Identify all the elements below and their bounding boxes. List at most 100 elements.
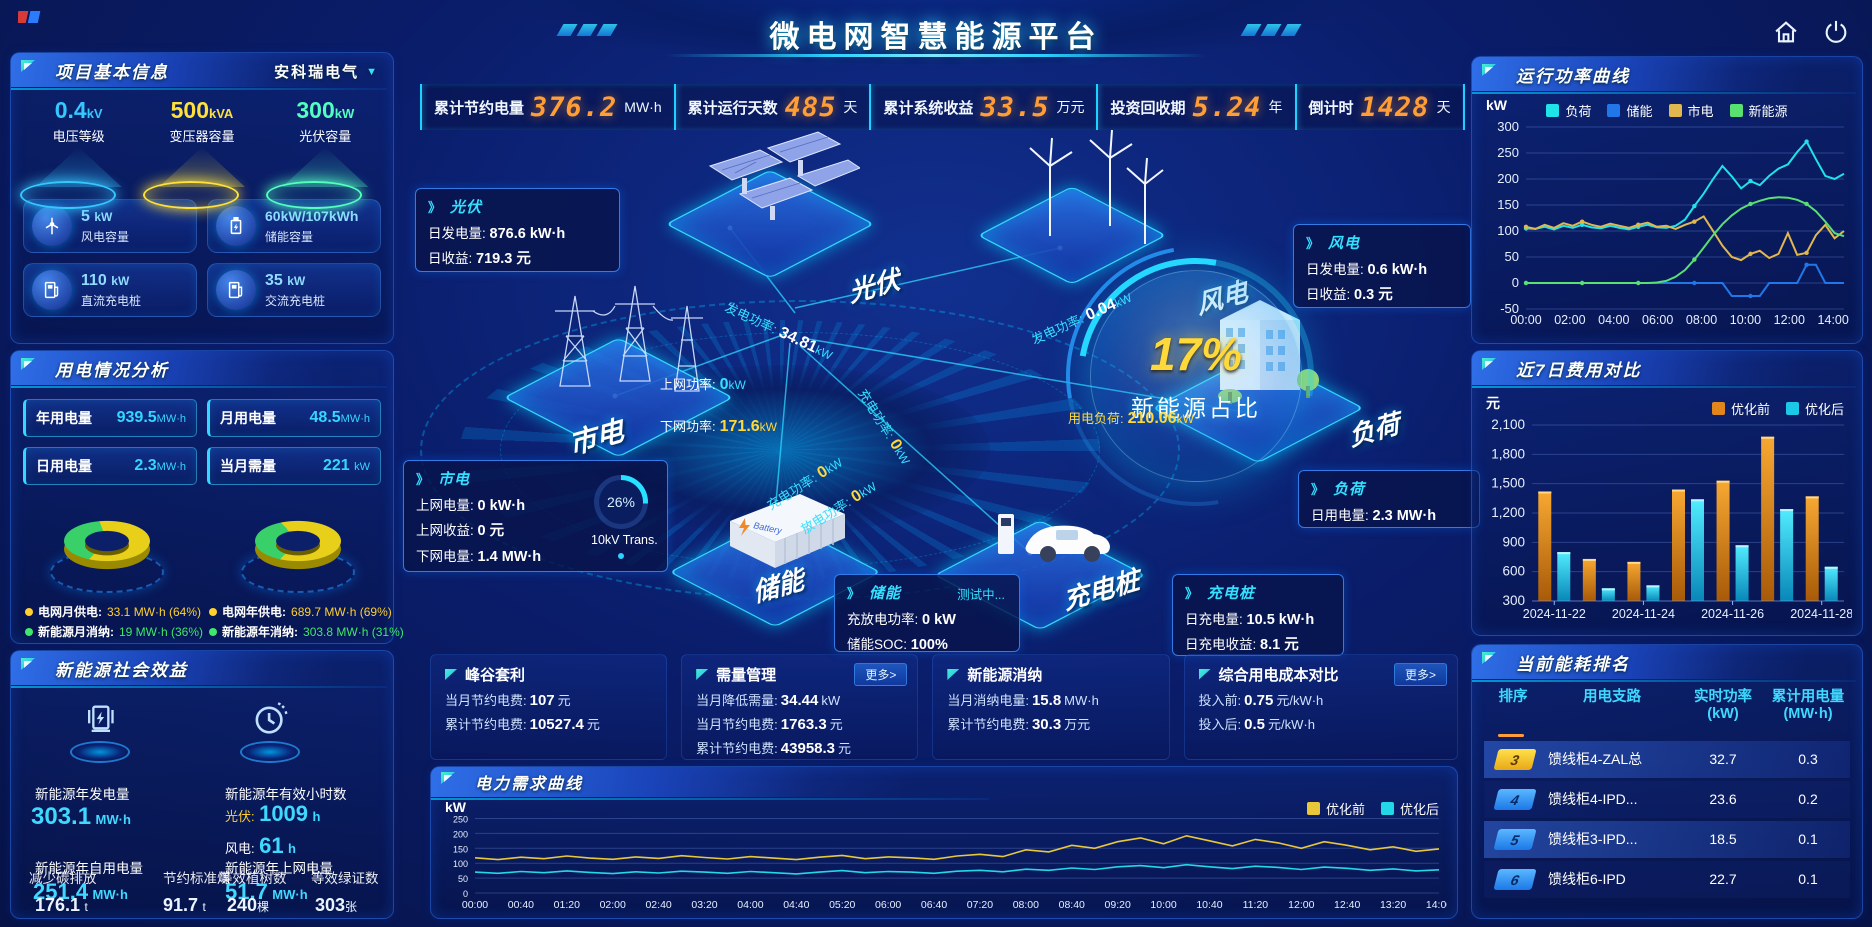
- infobox-grid: 》市电 上网电量: 0 kW·h 上网收益: 0 元 下网电量: 1.4 MW·…: [403, 460, 668, 572]
- svg-text:200: 200: [1497, 171, 1519, 186]
- panel-renewable-consumption: 新能源消纳 当月消纳电量: 15.8 MW·h 累计节约电费: 30.3 万元: [932, 654, 1170, 760]
- home-icon[interactable]: [1772, 18, 1800, 46]
- panel-flag-icon: [21, 658, 39, 676]
- gen-label: 新能源年发电量: [35, 787, 130, 802]
- svg-text:03:20: 03:20: [691, 899, 717, 911]
- realtime-power: 18.5: [1709, 831, 1737, 848]
- demand-curve-chart: 0 50 100 150 200 250 00:00 00:40 01:20 02:00 02:40…: [441, 799, 1452, 913]
- usage-stat-boxes: 年用电量 939.5MW·h 月用电量 48.5MW·h 日用电量 2.3MW·…: [23, 399, 381, 485]
- svg-text:-50: -50: [1500, 301, 1519, 316]
- table-row[interactable]: 5 馈线柜3-IPD... 18.5 0.1: [1484, 820, 1850, 858]
- svg-text:0: 0: [1512, 275, 1519, 290]
- battery-storage-illustration: Battery: [705, 476, 865, 586]
- infobox-storage: 》储能 测试中... 充放电功率: 0 kW 储能SOC: 100%: [834, 574, 1020, 653]
- panel-cost7: 近7日费用对比 300 600 900 1,200 1,500 1,800 2,100 202…: [1471, 350, 1863, 636]
- chart-legend: 负荷 储能 市电 新能源: [1482, 101, 1852, 120]
- card-storage-capacity: 60kW/107kWh 储能容量: [207, 199, 381, 253]
- table-row[interactable]: 4 馈线柜4-IPD... 23.6 0.2: [1484, 780, 1850, 818]
- legend-item: 储能: [1607, 101, 1653, 120]
- infobox-wind: 》风电 日发电量: 0.6 kW·h 日收益: 0.3 元: [1293, 224, 1471, 308]
- battery-icon: [216, 206, 256, 246]
- ac-charger-icon: [216, 270, 256, 310]
- dc-charger-icon: [32, 270, 72, 310]
- power-icon[interactable]: [1822, 18, 1850, 46]
- light-ring: [266, 181, 363, 209]
- ranking-table-body: 3 馈线柜4-ZAL总 32.7 0.3 4 馈线柜4-IPD... 23.6 0.2 5 馈线柜…: [1484, 740, 1850, 898]
- grid-towers-illustration: [515, 266, 725, 406]
- branch-name: 馈线柜3-IPD...: [1548, 831, 1638, 848]
- svg-text:1,200: 1,200: [1491, 505, 1525, 520]
- co2-label: 减少碳排放: [29, 871, 97, 886]
- run_power-plot: -50 0 50 100 150 200 250 300 00:00 02:00 04:00 06:0…: [1497, 119, 1849, 327]
- corner-flag-icon: [947, 669, 960, 680]
- kpi-energy-saved: 累计节约电量 376.2 MW·h: [420, 84, 674, 130]
- spotlight-voltage: 0.4kV 电压等级: [19, 97, 138, 209]
- svg-text:250: 250: [1497, 145, 1519, 160]
- legend-item: 优化后: [1785, 399, 1844, 418]
- scroll-indicator: [1498, 733, 1524, 737]
- svg-text:04:00: 04:00: [737, 899, 763, 911]
- svg-text:08:40: 08:40: [1059, 899, 1085, 911]
- kpi-topbar: 累计节约电量 376.2 MW·h 累计运行天数 485 天 累计系统收益 33…: [420, 84, 1465, 130]
- svg-text:12:00: 12:00: [1288, 899, 1314, 911]
- center-orb: 17% 新能源占比: [1014, 194, 1378, 558]
- total-energy: 0.1: [1798, 831, 1818, 848]
- svg-text:2024-11-24: 2024-11-24: [1612, 607, 1675, 621]
- demand-more-button[interactable]: 更多>: [854, 663, 908, 686]
- cost7-chart: 300 600 900 1,200 1,500 1,800 2,100 2024-11-22 2…: [1482, 395, 1853, 629]
- svg-text:12:40: 12:40: [1334, 899, 1360, 911]
- panel-run-power: 运行功率曲线 -50 0 50 100 150 200 250 300 00:00 02:00 04…: [1471, 56, 1863, 344]
- wind-turbine-icon: [32, 206, 72, 246]
- svg-text:600: 600: [1502, 564, 1525, 579]
- infobox-pv: 》光伏 日发电量: 876.6 kW·h 日收益: 719.3 元: [415, 188, 620, 272]
- flow-load-power: 用电负荷: 210.06kW: [1068, 410, 1194, 427]
- realtime-power: 22.7: [1709, 871, 1737, 888]
- svg-text:00:00: 00:00: [462, 899, 488, 911]
- title-underline: [666, 54, 1206, 57]
- flow-down-power: 下网功率: 171.6kW: [660, 418, 777, 435]
- branch-name: 馈线柜4-ZAL总: [1548, 751, 1643, 768]
- svg-text:100: 100: [1497, 223, 1519, 238]
- storage-status-tag: 测试中...: [957, 588, 1005, 602]
- stat-month-usage: 月用电量 48.5MW·h: [207, 399, 381, 437]
- generation-icon: [63, 699, 137, 763]
- svg-text:250: 250: [453, 814, 468, 824]
- svg-text:14:00: 14:00: [1426, 899, 1447, 911]
- svg-text:13:20: 13:20: [1380, 899, 1406, 911]
- self-use-value: 251.4 MW·h: [33, 879, 128, 904]
- panel-peak-valley: 峰谷套利 当月节约电费: 107 元 累计节约电费: 10527.4 元: [430, 654, 668, 760]
- rank-badge: 5: [1493, 828, 1537, 850]
- svg-text:150: 150: [453, 844, 468, 854]
- svg-text:10:00: 10:00: [1150, 899, 1176, 911]
- certs-value: 303张: [315, 895, 358, 915]
- stat-year-usage: 年用电量 939.5MW·h: [23, 399, 197, 437]
- svg-text:09:20: 09:20: [1105, 899, 1131, 911]
- logo-mark: [15, 8, 44, 33]
- svg-text:04:40: 04:40: [783, 899, 809, 911]
- donut-month: [32, 495, 182, 599]
- svg-text:1,800: 1,800: [1491, 446, 1525, 461]
- branch-name: 馈线柜6-IPD: [1548, 871, 1626, 888]
- svg-text:08:00: 08:00: [1686, 313, 1717, 327]
- panel-cost7-header: 近7日费用对比: [1472, 351, 1862, 388]
- hours-clock-icon: [233, 699, 307, 763]
- legend-item: 优化后: [1380, 799, 1439, 818]
- flow-up-power: 上网功率: 0kW: [660, 376, 746, 393]
- card-dc-charger: 110 kW 直流充电桩: [23, 263, 197, 317]
- header-decoration-left: [556, 24, 630, 36]
- svg-text:00:40: 00:40: [508, 899, 534, 911]
- cost-more-button[interactable]: 更多>: [1393, 663, 1447, 686]
- certs-label: 等效绿证数: [311, 871, 379, 886]
- company-select[interactable]: 安科瑞电气 ▼: [274, 64, 379, 81]
- table-row[interactable]: 6 馈线柜6-IPD 22.7 0.1: [1484, 860, 1850, 898]
- rank-badge: 4: [1493, 788, 1537, 810]
- table-row[interactable]: 3 馈线柜4-ZAL总 32.7 0.3: [1484, 740, 1850, 778]
- panel-flag-icon: [1482, 64, 1500, 82]
- project-capacity-cards: 5 kW 风电容量 60kW/107kWh 储能容量 110 kW 直流充电桩: [23, 199, 381, 317]
- chevrons-icon: 》: [428, 200, 443, 215]
- legend-grid-year: 电网年供电: 689.7 MW·h (69%): [209, 603, 404, 620]
- self-use-label: 新能源年自用电量: [35, 861, 143, 876]
- svg-text:00:00: 00:00: [1510, 313, 1541, 327]
- svg-text:2024-11-26: 2024-11-26: [1701, 607, 1764, 621]
- panel-flag-icon: [21, 358, 39, 376]
